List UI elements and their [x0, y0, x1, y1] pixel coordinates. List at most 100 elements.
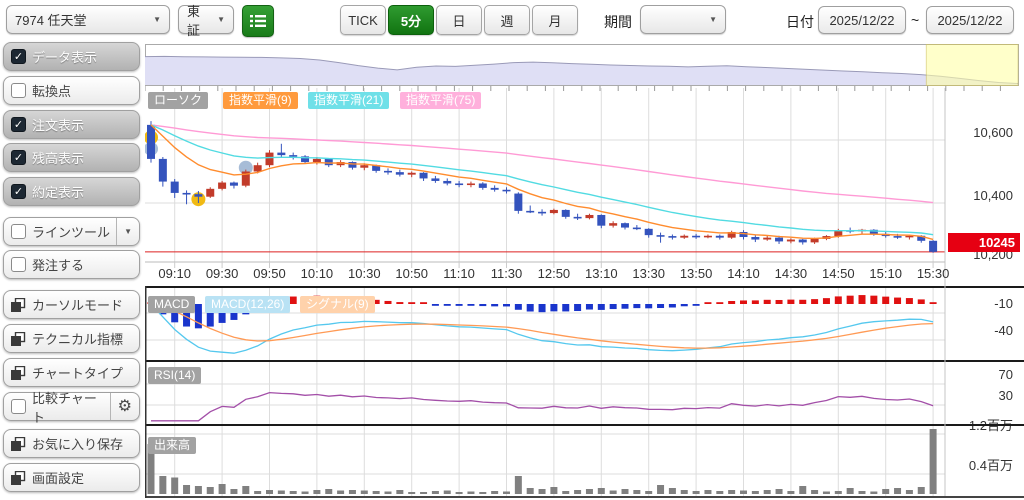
sidebar-item-label: 注文表示: [32, 118, 85, 133]
symbol-select[interactable]: 7974 任天堂 ▼: [6, 5, 170, 34]
time-label: 15:30: [917, 266, 950, 281]
navigator-selection[interactable]: [925, 44, 1019, 86]
order-marker: [238, 160, 253, 175]
signal-line: [150, 303, 934, 349]
time-label: 13:30: [632, 266, 665, 281]
legend-ema9: 指数平滑(9): [223, 92, 298, 109]
volume-panel: [147, 429, 937, 494]
sidebar-item-label: お気に入り保存: [32, 437, 124, 452]
chevron-down-icon: ▼: [709, 15, 717, 24]
date-from-input[interactable]: [818, 6, 906, 34]
legend-macd-line: MACD(12,26): [205, 296, 291, 313]
sidebar-item-place-order[interactable]: ✓ 発注する: [3, 250, 140, 279]
checkbox-checked-icon: ✓: [11, 184, 26, 199]
legend-ema75: 指数平滑(75): [400, 92, 482, 109]
time-label: 15:10: [869, 266, 902, 281]
compare-settings[interactable]: ⚙: [109, 393, 132, 420]
sidebar-item-execution-display[interactable]: ✓ 約定表示: [3, 177, 140, 206]
windows-icon: [11, 436, 26, 451]
line-tool-dropdown[interactable]: ▼: [116, 218, 132, 245]
price-panel: [144, 121, 945, 253]
main-gridlines: [174, 88, 934, 262]
sidebar-item-turning-point[interactable]: ✓ 転換点: [3, 76, 140, 105]
axis-label: 30: [999, 388, 1013, 403]
chevron-down-icon: ▼: [124, 227, 132, 236]
checkbox-unchecked-icon: ✓: [11, 257, 26, 272]
checkbox-checked-icon: ✓: [11, 150, 26, 165]
sidebar-item-balance-display[interactable]: ✓ 残高表示: [3, 143, 140, 172]
sidebar-item-label: データ表示: [32, 50, 98, 65]
sidebar-item-line-tool[interactable]: ✓ ラインツール ▼: [3, 217, 140, 246]
time-label: 14:10: [727, 266, 760, 281]
tab-label: 日: [452, 13, 466, 29]
axis-label: -40: [994, 323, 1013, 338]
time-label: 10:50: [395, 266, 428, 281]
period-select[interactable]: ▼: [640, 5, 726, 34]
current-price-badge: 10245: [948, 233, 1020, 252]
checkbox-checked-icon: ✓: [11, 49, 26, 64]
candles: [147, 121, 938, 253]
chevron-down-icon: ▼: [217, 15, 225, 24]
axis-label: 70: [999, 367, 1013, 382]
sidebar-item-label: 約定表示: [32, 185, 85, 200]
axis-label: -10: [994, 296, 1013, 311]
date-to-input[interactable]: [926, 6, 1014, 34]
sidebar-item-label: 転換点: [32, 84, 72, 99]
sidebar-item-screen-settings[interactable]: 画面設定: [3, 463, 140, 492]
tab-day[interactable]: 日: [436, 5, 482, 35]
rsi-line: [151, 391, 934, 422]
chevron-down-icon: ▼: [153, 15, 161, 24]
tab-tick[interactable]: TICK: [340, 5, 386, 35]
ema-75: [150, 124, 934, 204]
time-label: 09:30: [206, 266, 239, 281]
tab-label: 週: [500, 13, 514, 29]
axis-label: 0.4百万: [969, 458, 1013, 473]
exchange-select[interactable]: 東証 ▼: [178, 4, 234, 38]
tab-5min[interactable]: 5分: [388, 5, 434, 35]
sidebar-item-label: 比較チャート: [32, 390, 97, 425]
sidebar-item-data-display[interactable]: ✓ データ表示: [3, 42, 140, 71]
legend-macd: MACD: [148, 296, 196, 313]
sidebar-item-label: 残高表示: [32, 151, 85, 166]
navigator: [144, 44, 1019, 91]
legend-ema21: 指数平滑(21): [308, 92, 390, 109]
time-label: 10:10: [301, 266, 334, 281]
ema-21: [150, 124, 934, 236]
tab-label: 月: [548, 13, 562, 29]
date-label: 日付: [786, 14, 814, 30]
windows-icon: [11, 470, 26, 485]
sidebar-item-label: 発注する: [32, 258, 85, 273]
tab-month[interactable]: 月: [532, 5, 578, 35]
tab-week[interactable]: 週: [484, 5, 530, 35]
tab-label: 5分: [400, 13, 422, 29]
sidebar-item-save-favorite[interactable]: お気に入り保存: [3, 429, 140, 458]
time-label: 10:30: [348, 266, 381, 281]
windows-icon: [11, 365, 26, 380]
windows-icon: [11, 331, 26, 346]
ema-9: [150, 124, 934, 241]
macd-line: [150, 303, 934, 354]
sidebar-item-cursor-mode[interactable]: カーソルモード: [3, 290, 140, 319]
chart-canvas[interactable]: 10,60010,40010,200-10-4070301.2百万0.4百万09…: [144, 40, 1024, 500]
sidebar-item-compare-chart[interactable]: ✓ 比較チャート ⚙: [3, 391, 140, 425]
symbol-label: 7974 任天堂: [15, 13, 87, 28]
legend-rsi: RSI(14): [148, 367, 202, 384]
watchlist-button[interactable]: [242, 5, 274, 37]
axis-label: 10,400: [973, 188, 1013, 203]
sidebar-item-chart-type[interactable]: チャートタイプ: [3, 358, 140, 387]
sidebar-item-order-display[interactable]: ✓ 注文表示: [3, 110, 140, 139]
windows-icon: [11, 297, 26, 312]
sidebar-item-label: 画面設定: [32, 471, 85, 486]
tab-label: TICK: [348, 12, 378, 28]
legend-candle: ローソク: [148, 92, 209, 109]
vol-gridlines: [174, 426, 934, 496]
legend-signal: シグナル(9): [300, 296, 375, 313]
sidebar-item-label: カーソルモード: [32, 298, 124, 313]
period-label: 期間: [604, 14, 632, 30]
time-label: 14:50: [822, 266, 855, 281]
axis-label: 10,600: [973, 125, 1013, 140]
sidebar-item-technical-indicator[interactable]: テクニカル指標: [3, 324, 140, 353]
time-label: 13:50: [680, 266, 713, 281]
gear-icon: ⚙: [117, 397, 132, 415]
